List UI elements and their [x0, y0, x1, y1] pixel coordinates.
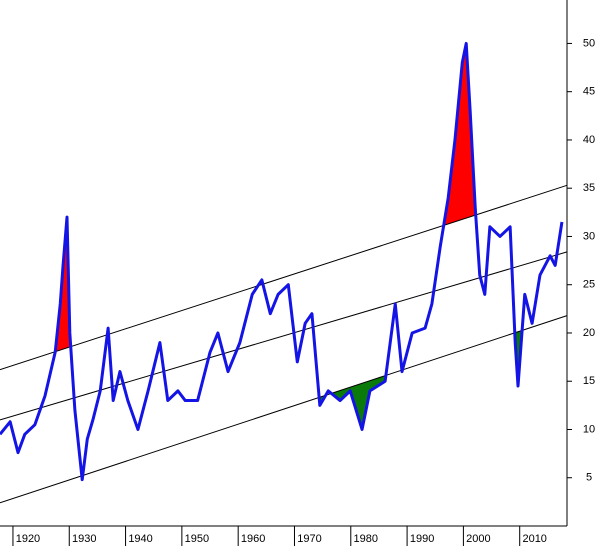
x-tick-label: 1980	[354, 533, 378, 545]
y-tick-label: 40	[583, 134, 595, 146]
y-tick-label: 45	[583, 86, 595, 98]
x-tick-label: 1930	[72, 533, 96, 545]
series-line	[0, 41, 564, 482]
x-tick-label: 1940	[128, 533, 152, 545]
x-tick-label: 1970	[297, 533, 321, 545]
y-tick-label: 50	[583, 37, 595, 49]
trend-line	[0, 184, 568, 371]
x-tick-label: 1950	[185, 533, 209, 545]
x-tick-label: 1960	[241, 533, 265, 545]
y-tick-label: 10	[583, 423, 595, 435]
y-tick-label: 5	[586, 472, 592, 484]
y-tick-label: 30	[583, 230, 595, 242]
y-tick-label: 25	[583, 279, 595, 291]
x-tick-label: 1990	[410, 533, 434, 545]
x-tick-label: 1920	[16, 533, 40, 545]
below-fill	[0, 315, 567, 503]
y-tick-label: 20	[583, 327, 595, 339]
trend-line	[0, 251, 568, 421]
y-tick-label: 15	[583, 375, 595, 387]
x-tick-label: 2010	[522, 533, 546, 545]
above-fill	[0, 43, 567, 370]
trend-line	[0, 315, 568, 504]
y-tick-label: 35	[583, 182, 595, 194]
x-tick-label: 2000	[466, 533, 490, 545]
